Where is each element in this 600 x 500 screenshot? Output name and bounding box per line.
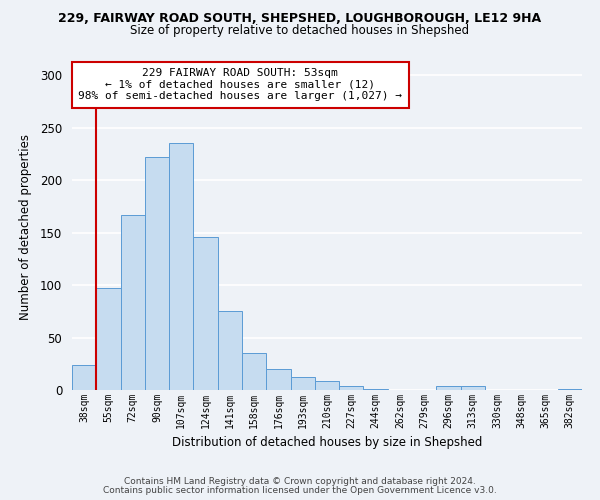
Bar [266, 369, 290, 390]
Bar [193, 237, 218, 390]
Bar [121, 215, 145, 390]
Bar [96, 288, 121, 390]
Bar [461, 386, 485, 390]
Bar [436, 386, 461, 390]
Bar [558, 389, 582, 390]
Bar [315, 380, 339, 390]
Bar [242, 354, 266, 390]
Text: 229, FAIRWAY ROAD SOUTH, SHEPSHED, LOUGHBOROUGH, LE12 9HA: 229, FAIRWAY ROAD SOUTH, SHEPSHED, LOUGH… [58, 12, 542, 26]
Text: Contains HM Land Registry data © Crown copyright and database right 2024.: Contains HM Land Registry data © Crown c… [124, 477, 476, 486]
Bar [339, 386, 364, 390]
Bar [169, 142, 193, 390]
Text: Size of property relative to detached houses in Shepshed: Size of property relative to detached ho… [130, 24, 470, 37]
X-axis label: Distribution of detached houses by size in Shepshed: Distribution of detached houses by size … [172, 436, 482, 450]
Bar [364, 389, 388, 390]
Bar [145, 158, 169, 390]
Bar [218, 312, 242, 390]
Bar [290, 378, 315, 390]
Bar [72, 365, 96, 390]
Text: Contains public sector information licensed under the Open Government Licence v3: Contains public sector information licen… [103, 486, 497, 495]
Text: 229 FAIRWAY ROAD SOUTH: 53sqm
← 1% of detached houses are smaller (12)
98% of se: 229 FAIRWAY ROAD SOUTH: 53sqm ← 1% of de… [79, 68, 403, 102]
Y-axis label: Number of detached properties: Number of detached properties [19, 134, 32, 320]
